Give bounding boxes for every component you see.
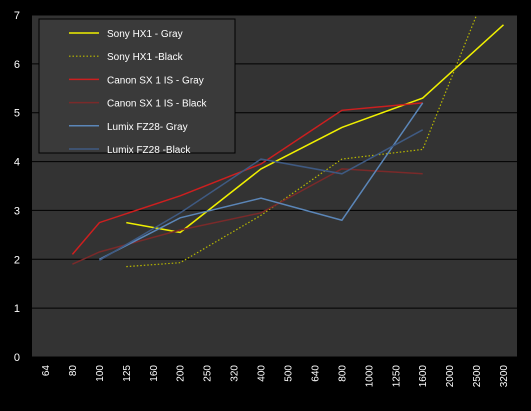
x-tick-label: 1000 [364, 365, 375, 388]
y-tick-label: 0 [14, 352, 20, 364]
legend-label: Canon SX 1 IS - Black [107, 99, 207, 110]
x-tick-label: 500 [283, 365, 294, 382]
x-tick-label: 64 [41, 365, 52, 377]
series-lines [71, 14, 505, 268]
y-tick-label: 7 [14, 10, 20, 22]
x-axis-ticks: 64 80 100 125 160 200 250 320 400 500 640 800 1000 12… [41, 365, 510, 388]
series-line-3 [72, 168, 423, 265]
series-line-5 [99, 129, 424, 261]
x-tick-label: 400 [257, 365, 268, 382]
y-tick-label: 5 [14, 108, 20, 120]
x-tick-label: 2000 [445, 365, 456, 388]
x-tick-label: 640 [310, 365, 321, 382]
series-line-2 [71, 102, 423, 255]
y-tick-label: 6 [14, 59, 20, 71]
x-tick-label: 1250 [391, 365, 402, 388]
legend-label: Lumix FZ28 -Black [107, 145, 191, 156]
series-line-4 [99, 102, 424, 260]
legend-label: Canon SX 1 IS - Gray [107, 75, 204, 86]
y-tick-label: 3 [14, 205, 20, 217]
x-tick-label: 250 [203, 365, 214, 382]
y-tick-label: 1 [14, 303, 20, 315]
x-tick-label: 200 [176, 365, 187, 382]
legend-label: Sony HX1 - Gray [107, 29, 183, 40]
y-axis-ticks: 0 1 2 3 4 5 6 7 [14, 10, 20, 364]
legend-label: Lumix FZ28- Gray [107, 122, 188, 133]
x-tick-label: 80 [68, 365, 79, 377]
y-tick-label: 4 [14, 157, 20, 169]
legend-box [38, 18, 236, 154]
legend: Sony HX1 - Gray Sony HX1 -Black Canon SX 1… [38, 18, 236, 156]
x-tick-label: 320 [230, 365, 241, 382]
x-tick-label: 100 [95, 365, 106, 382]
legend-label: Sony HX1 -Black [107, 52, 184, 63]
x-tick-label: 3200 [499, 365, 510, 388]
series-line-0 [126, 24, 505, 234]
series-line-1 [126, 14, 478, 268]
x-tick-label: 800 [337, 365, 348, 382]
y-tick-label: 2 [14, 254, 20, 266]
x-tick-label: 1600 [418, 365, 429, 388]
x-tick-label: 2500 [472, 365, 483, 388]
x-tick-label: 160 [149, 365, 160, 382]
x-tick-label: 125 [122, 365, 133, 382]
